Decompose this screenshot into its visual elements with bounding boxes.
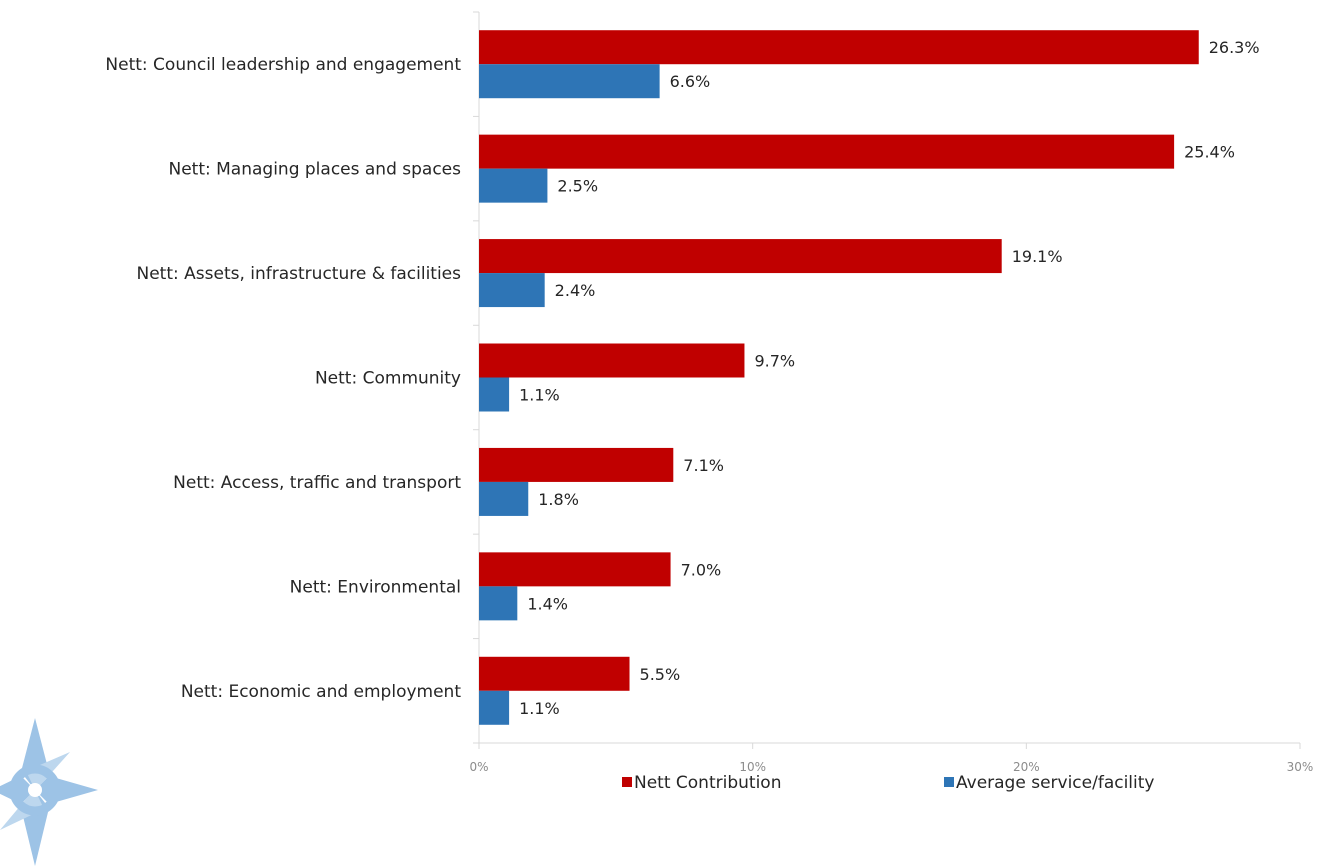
data-label: 7.0% — [681, 560, 722, 579]
data-label: 25.4% — [1184, 143, 1235, 162]
bar-nett-contribution — [479, 239, 1002, 274]
data-label: 1.1% — [519, 386, 560, 405]
data-label: 5.5% — [640, 665, 681, 684]
data-label: 1.1% — [519, 699, 560, 718]
category-label: Nett: Community — [315, 369, 461, 389]
data-label: 26.3% — [1209, 38, 1260, 57]
legend-label: Average service/facility — [956, 773, 1154, 793]
category-label: Nett: Council leadership and engagement — [105, 55, 461, 75]
bar-average-service — [479, 64, 660, 99]
data-label: 2.5% — [557, 177, 598, 196]
bar-average-service — [479, 168, 548, 203]
bar-nett-contribution — [479, 656, 630, 691]
category-label: Nett: Environmental — [290, 577, 461, 597]
x-tick-label: 20% — [1013, 760, 1040, 774]
data-label: 6.6% — [670, 72, 711, 91]
bar-average-service — [479, 481, 529, 516]
x-tick-label: 10% — [739, 760, 766, 774]
data-label: 7.1% — [683, 456, 724, 475]
bar-average-service — [479, 690, 510, 725]
legend-label: Nett Contribution — [634, 773, 781, 793]
x-tick-label: 0% — [469, 760, 488, 774]
bar-nett-contribution — [479, 447, 674, 482]
category-label: Nett: Managing places and spaces — [168, 160, 461, 180]
category-label: Nett: Economic and employment — [181, 682, 462, 702]
bar-nett-contribution — [479, 134, 1175, 169]
data-label: 2.4% — [555, 281, 596, 300]
data-label: 1.4% — [527, 594, 568, 613]
bar-nett-contribution — [479, 30, 1199, 65]
bar-average-service — [479, 273, 545, 308]
bar-nett-contribution — [479, 552, 671, 587]
bar-nett-contribution — [479, 343, 745, 378]
category-label: Nett: Access, traffic and transport — [173, 473, 461, 493]
bar-average-service — [479, 377, 510, 412]
x-tick-label: 30% — [1287, 760, 1314, 774]
compass-logo-icon — [0, 718, 98, 866]
data-label: 1.8% — [538, 490, 579, 509]
category-label: Nett: Assets, infrastructure & facilitie… — [137, 264, 462, 284]
legend-swatch — [944, 777, 954, 787]
bar-average-service — [479, 586, 518, 621]
data-label: 19.1% — [1012, 247, 1063, 266]
data-label: 9.7% — [754, 352, 795, 371]
legend-swatch — [622, 777, 632, 787]
